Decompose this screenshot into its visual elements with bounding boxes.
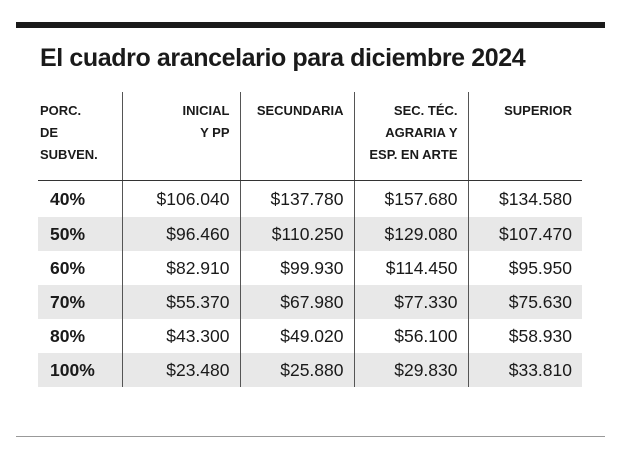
cell-inicial: $55.370 <box>121 285 240 319</box>
cell-pct: 100% <box>38 353 122 387</box>
cell-pct: 60% <box>50 257 86 278</box>
header-secundaria: SECUNDARIA <box>239 92 354 181</box>
table-row: 40% $106.040 $137.780 $157.680 $134.580 <box>38 180 582 217</box>
cell-inicial: $82.910 <box>121 251 240 285</box>
cell-superior: $33.810 <box>467 353 582 387</box>
cell-secundaria: $110.250 <box>239 217 354 251</box>
cell-superior: $75.630 <box>467 285 582 319</box>
table-row: 60% $82.910 $99.930 $114.450 $95.950 <box>38 251 582 285</box>
cell-pct: 50% <box>38 217 122 251</box>
cell-sec-tec: $29.830 <box>353 353 468 387</box>
bottom-rule <box>16 436 605 437</box>
table-row: 80% $43.300 $49.020 $56.100 $58.930 <box>38 319 582 353</box>
header-subsidy-percent: PORC. DE SUBVEN. <box>38 92 122 181</box>
cell-sec-tec: $56.100 <box>353 319 468 353</box>
table-row: 100% $23.480 $25.880 $29.830 $33.810 <box>38 353 582 387</box>
cell-inicial: $23.480 <box>121 353 240 387</box>
cell-secundaria: $67.980 <box>239 285 354 319</box>
header-row: PORC. DE SUBVEN. INICIAL Y PP SECUNDARIA… <box>38 92 582 181</box>
cell-secundaria: $137.780 <box>239 180 354 217</box>
cell-superior: $58.930 <box>467 319 582 353</box>
cell-superior: $134.580 <box>467 180 582 217</box>
cell-sec-tec: $114.450 <box>353 251 468 285</box>
header-superior: SUPERIOR <box>467 92 582 181</box>
table-row: 70% $55.370 $67.980 $77.330 $75.630 <box>38 285 582 319</box>
page-title: El cuadro arancelario para diciembre 202… <box>40 44 526 72</box>
cell-sec-tec: $77.330 <box>353 285 468 319</box>
cell-superior: $107.470 <box>467 217 582 251</box>
cell-superior: $95.950 <box>467 251 582 285</box>
header-sec-tec: SEC. TÉC. AGRARIA Y ESP. EN ARTE <box>353 92 468 181</box>
cell-pct: 70% <box>38 285 122 319</box>
cell-inicial: $96.460 <box>121 217 240 251</box>
cell-pct: 40% <box>50 188 86 209</box>
table-row: 50% $96.460 $110.250 $129.080 $107.470 <box>38 217 582 251</box>
header-inicial: INICIAL Y PP <box>121 92 240 181</box>
cell-inicial: $106.040 <box>121 180 240 217</box>
cell-secundaria: $49.020 <box>239 319 354 353</box>
cell-secundaria: $25.880 <box>239 353 354 387</box>
tariff-table: PORC. DE SUBVEN. INICIAL Y PP SECUNDARIA… <box>38 92 582 387</box>
cell-sec-tec: $157.680 <box>353 180 468 217</box>
cell-secundaria: $99.930 <box>239 251 354 285</box>
top-rule <box>16 22 605 28</box>
cell-inicial: $43.300 <box>121 319 240 353</box>
cell-sec-tec: $129.080 <box>353 217 468 251</box>
cell-pct: 80% <box>50 325 86 346</box>
